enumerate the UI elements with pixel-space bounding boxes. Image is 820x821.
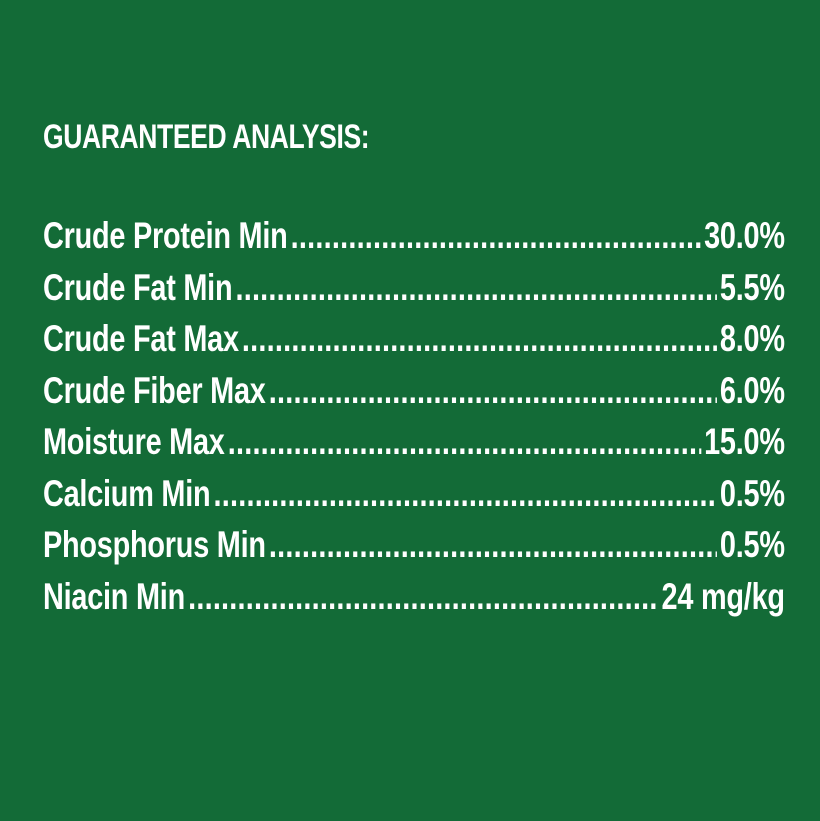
analysis-row: Niacin Min 24 mg/kg [43, 571, 785, 623]
nutrient-value: 8.0% [719, 318, 785, 359]
analysis-row: Crude Fat Min 5.5% [43, 262, 785, 314]
analysis-row: Crude Protein Min 30.0% [43, 210, 785, 262]
nutrient-label: Niacin Min [43, 575, 185, 617]
nutrient-label: Moisture Max [43, 421, 225, 462]
nutrient-value: 30.0% [704, 215, 785, 256]
nutrient-value: 24 mg/kg [661, 575, 785, 617]
nutrient-label: Calcium Min [43, 472, 211, 514]
nutrient-value: 15.0% [704, 421, 785, 462]
analysis-row: Crude Fat Max 8.0% [43, 313, 785, 365]
panel-title: GUARANTEED ANALYSIS: [43, 118, 370, 156]
dot-leader [188, 571, 658, 623]
dot-leader [269, 519, 717, 571]
analysis-row: Moisture Max 15.0% [43, 416, 785, 468]
dot-leader [242, 313, 717, 365]
analysis-row: Crude Fiber Max 6.0% [43, 365, 785, 417]
dot-leader [269, 365, 717, 417]
dot-leader [228, 416, 701, 468]
nutrient-label: Crude Fiber Max [43, 369, 266, 411]
dot-leader [291, 210, 701, 262]
nutrient-label: Crude Protein Min [43, 215, 288, 256]
analysis-row: Calcium Min 0.5% [43, 468, 785, 520]
dot-leader [214, 468, 717, 520]
guaranteed-analysis-panel: GUARANTEED ANALYSIS: Crude Protein Min 30… [43, 112, 785, 622]
nutrient-value: 5.5% [719, 266, 785, 308]
nutrient-label: Crude Fat Max [43, 318, 239, 359]
dot-leader [235, 262, 716, 314]
nutrient-value: 6.0% [719, 369, 785, 411]
nutrient-label: Phosphorus Min [43, 524, 266, 565]
nutrient-value: 0.5% [719, 472, 785, 514]
analysis-list: Crude Protein Min30.0%Crude Fat Min5.5%C… [43, 210, 785, 622]
nutrient-label: Crude Fat Min [43, 266, 233, 308]
analysis-row: Phosphorus Min 0.5% [43, 519, 785, 571]
nutrient-value: 0.5% [719, 524, 785, 565]
